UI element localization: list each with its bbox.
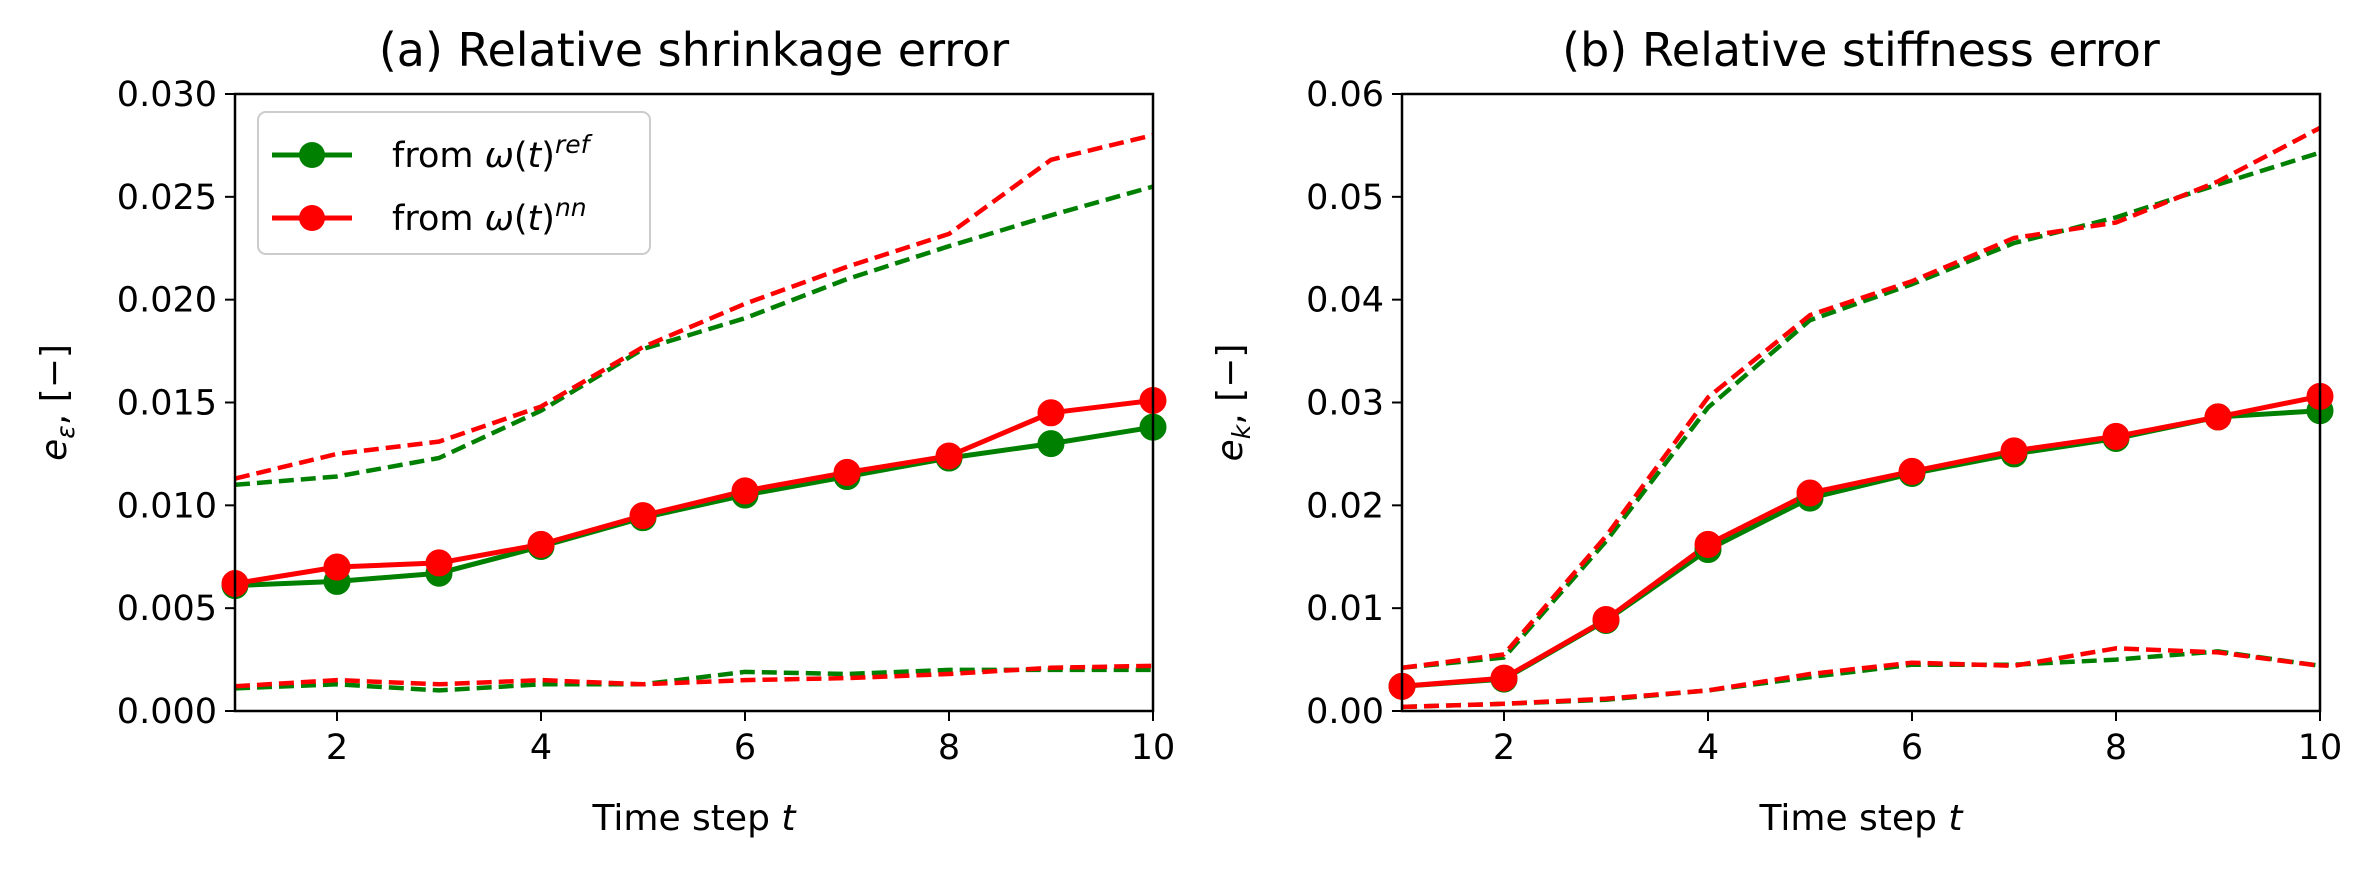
legend-frame	[257, 111, 651, 255]
y-tick-label: 0.04	[1306, 281, 1384, 321]
data-point	[527, 530, 555, 558]
x-tick-label: 10	[1131, 728, 1176, 768]
x-axis-label: Time step t	[1759, 798, 1965, 839]
series-line-5	[235, 663, 1153, 689]
y-tick-label: 0.000	[117, 692, 217, 732]
y-tick-label: 0.03	[1306, 384, 1384, 424]
data-point	[1592, 605, 1620, 633]
series-line-4	[235, 132, 1153, 481]
legend-label: from ω(t)nn	[392, 193, 587, 239]
y-tick-label: 0.025	[117, 178, 217, 218]
y-tick-label: 0.05	[1306, 178, 1384, 218]
data-point	[1037, 399, 1065, 427]
y-tick-label: 0.01	[1306, 589, 1384, 629]
data-point	[425, 549, 453, 577]
x-tick-label: 2	[1493, 728, 1515, 768]
panel-b: (b) Relative stiffness error 2 4 6 8 10 0.00 0.…	[1210, 23, 2342, 839]
y-tick-label: 0.06	[1306, 75, 1384, 115]
x-tick-label: 8	[2105, 728, 2127, 768]
series-line-4	[1402, 125, 2320, 671]
y-tick-label: 0.020	[117, 281, 217, 321]
series-line-1	[235, 184, 1153, 488]
y-tick-label: 0.02	[1306, 486, 1384, 526]
panel-a: (a) Relative shrinkage error 2 4 6 8 10 0.000 0…	[34, 23, 1175, 839]
x-tick-label: 4	[530, 728, 552, 768]
plot-area	[1402, 125, 2320, 710]
data-point	[1898, 457, 1926, 485]
y-tick-label: 0.005	[117, 589, 217, 629]
data-point	[1694, 530, 1722, 558]
y-tick-label: 0.030	[117, 75, 217, 115]
y-axis-label: ek, [−]	[1210, 344, 1256, 462]
data-point	[1796, 479, 1824, 507]
data-point	[935, 442, 963, 470]
y-tick-label: 0.010	[117, 486, 217, 526]
chart-title: (b) Relative stiffness error	[1562, 23, 2160, 77]
x-tick-label: 4	[1697, 728, 1719, 768]
plot-area	[235, 132, 1153, 693]
x-tick-label: 10	[2298, 728, 2343, 768]
x-tick-label: 6	[734, 728, 756, 768]
data-point	[2204, 403, 2232, 431]
data-point	[1037, 430, 1065, 458]
legend: from ω(t)ref from ω(t)nn	[257, 111, 651, 255]
data-point	[2102, 422, 2130, 450]
series-line-0	[1402, 408, 2320, 689]
data-point	[323, 553, 351, 581]
series-line-0	[235, 424, 1153, 588]
marker-layer	[1388, 382, 2334, 700]
x-tick-label: 8	[938, 728, 960, 768]
data-point	[2000, 437, 2028, 465]
x-tick-label: 2	[326, 728, 348, 768]
y-tick-label: 0.00	[1306, 692, 1384, 732]
data-point	[833, 458, 861, 486]
y-tick-label: 0.015	[117, 384, 217, 424]
y-axis-label: eε, [−]	[34, 344, 80, 461]
data-point	[1490, 664, 1518, 692]
series-line-3	[1402, 393, 2320, 689]
x-axis-label: Time step t	[592, 798, 798, 839]
chart-title: (a) Relative shrinkage error	[379, 23, 1009, 77]
data-point	[629, 502, 657, 530]
data-point	[731, 477, 759, 505]
legend-marker	[299, 142, 325, 168]
series-line-3	[235, 397, 1153, 586]
legend-marker	[299, 205, 325, 231]
legend-label: from ω(t)ref	[392, 130, 593, 176]
marker-layer	[221, 386, 1167, 600]
x-tick-label: 6	[1901, 728, 1923, 768]
series-line-1	[1402, 150, 2320, 671]
